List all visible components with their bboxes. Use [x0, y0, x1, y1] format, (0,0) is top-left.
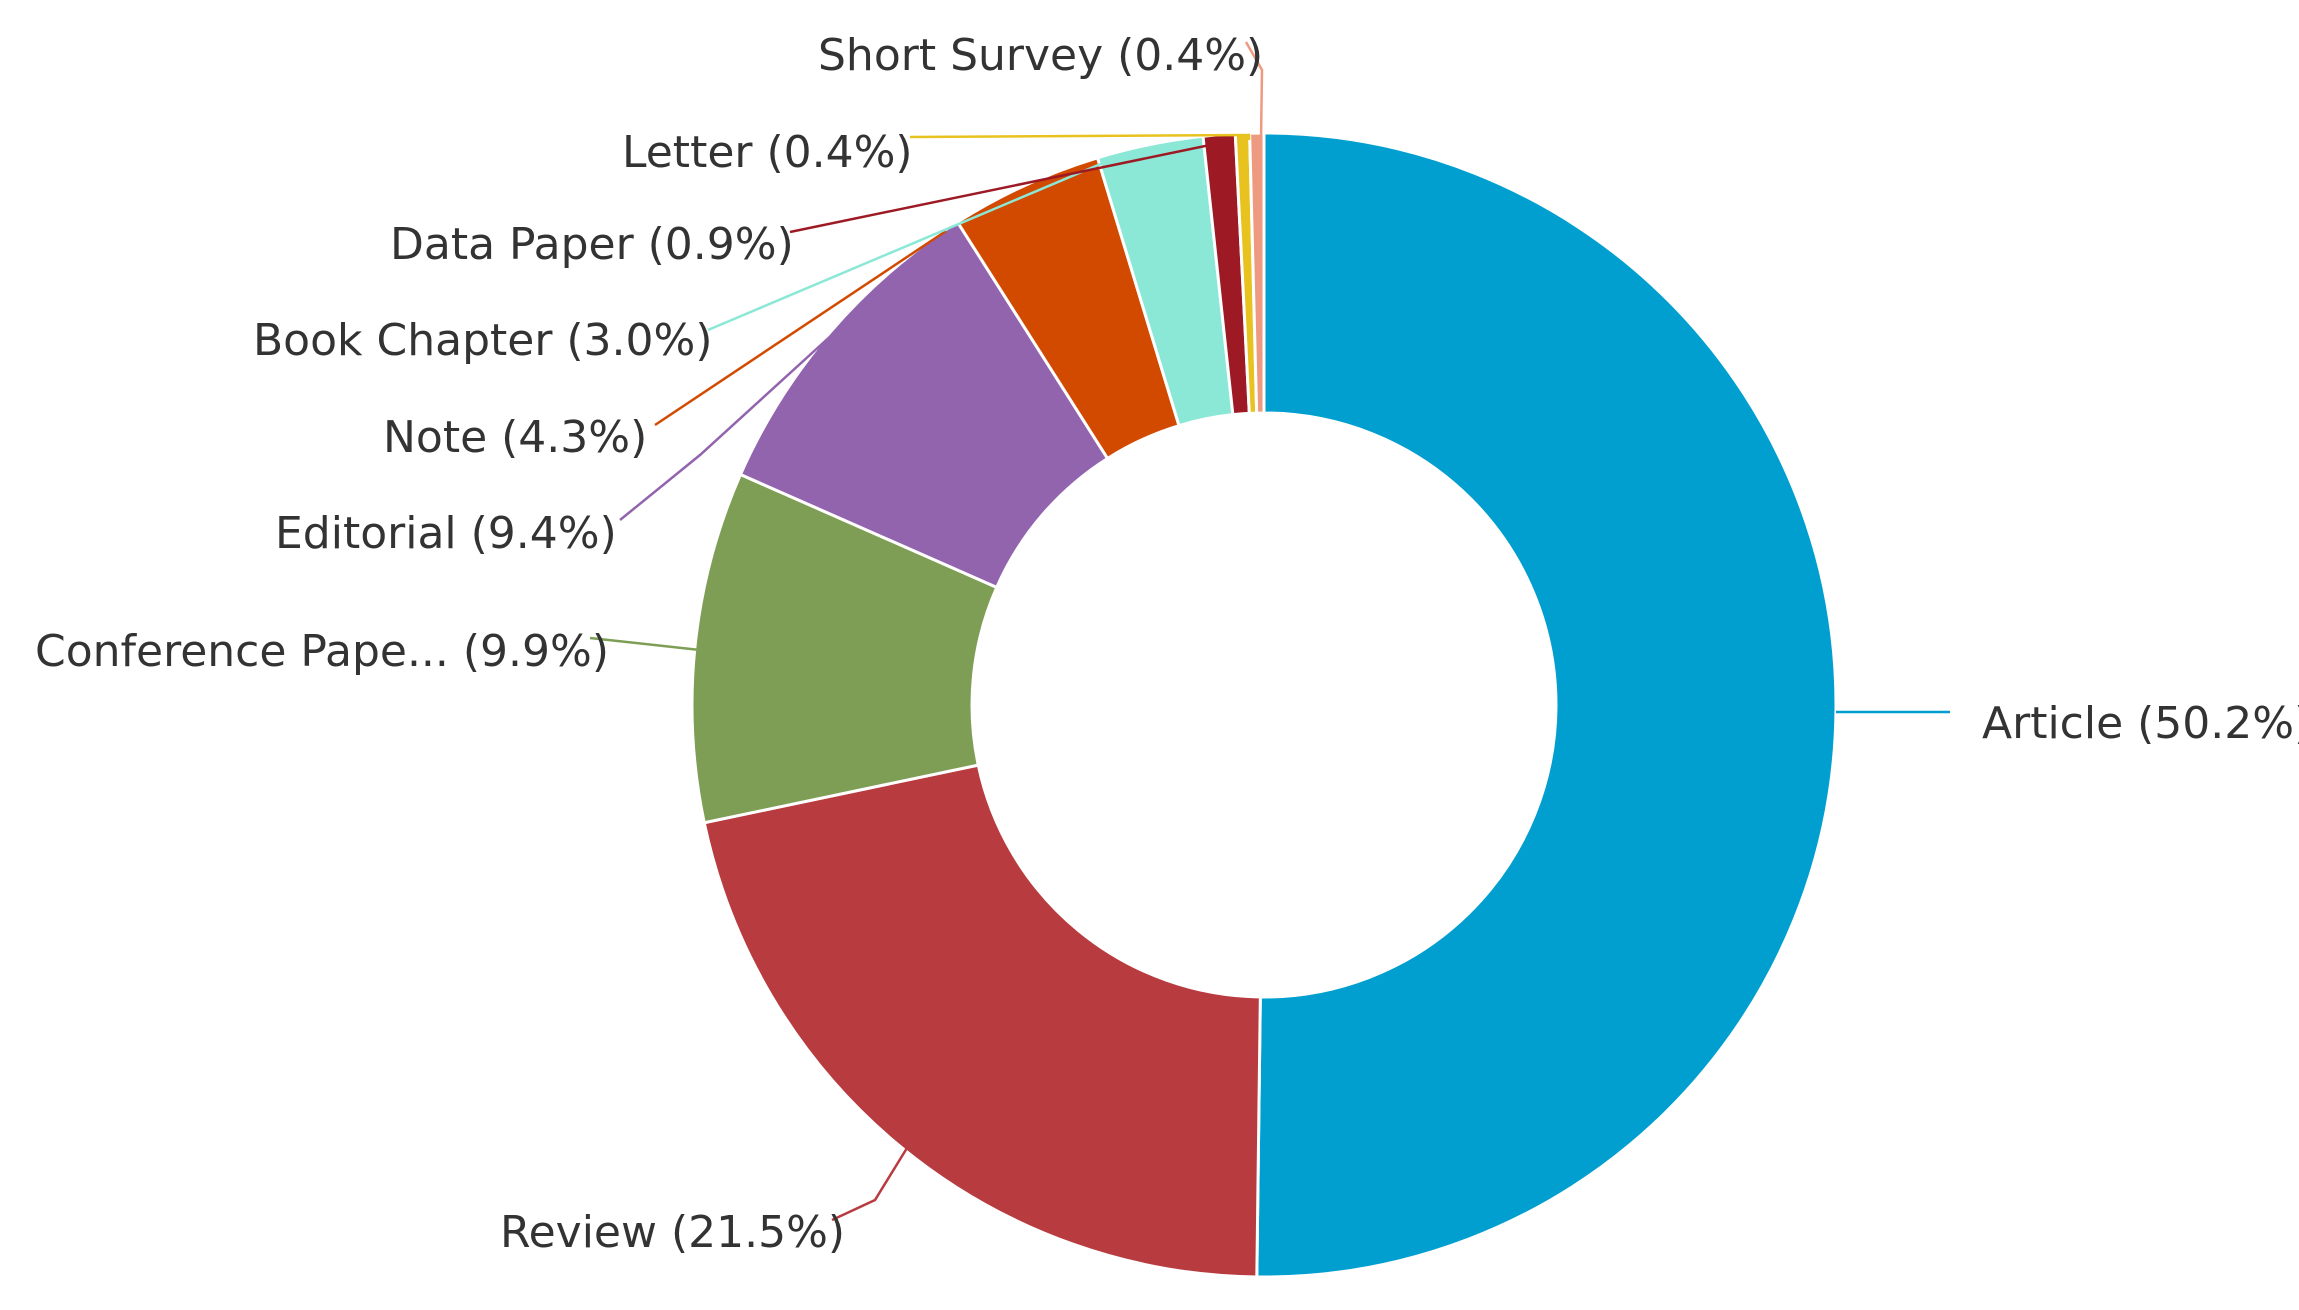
- leader-line-3: [619, 332, 835, 521]
- slice-label-0: Article (50.2%): [1982, 698, 2299, 749]
- donut-slice-0: [1255, 131, 1838, 1279]
- leader-line-6: [789, 143, 1211, 234]
- leader-line-2: [589, 636, 701, 652]
- slice-label-2: Conference Pape... (9.9%): [35, 626, 609, 677]
- slice-label-8: Short Survey (0.4%): [818, 30, 1263, 81]
- donut-slice-1: [702, 763, 1262, 1279]
- slice-label-1: Review (21.5%): [500, 1207, 845, 1258]
- slice-label-7: Letter (0.4%): [622, 127, 913, 178]
- leader-line-1: [831, 1147, 909, 1222]
- leader-line-5: [707, 158, 1111, 332]
- slice-label-6: Data Paper (0.9%): [390, 219, 794, 270]
- slice-labels: Article (50.2%) Review (21.5%) Conference …: [35, 30, 2299, 1258]
- slice-label-3: Editorial (9.4%): [275, 508, 617, 559]
- leader-line-7: [909, 133, 1251, 140]
- leader-lines: [589, 41, 1950, 1222]
- slice-label-5: Book Chapter (3.0%): [253, 315, 713, 366]
- slice-label-4: Note (4.3%): [383, 412, 647, 463]
- leader-line-8: [1244, 41, 1264, 141]
- leader-line-4: [654, 229, 947, 427]
- donut-slice-8: [1248, 131, 1266, 415]
- donut-slices: [690, 131, 1838, 1279]
- donut-slice-2: [690, 472, 999, 825]
